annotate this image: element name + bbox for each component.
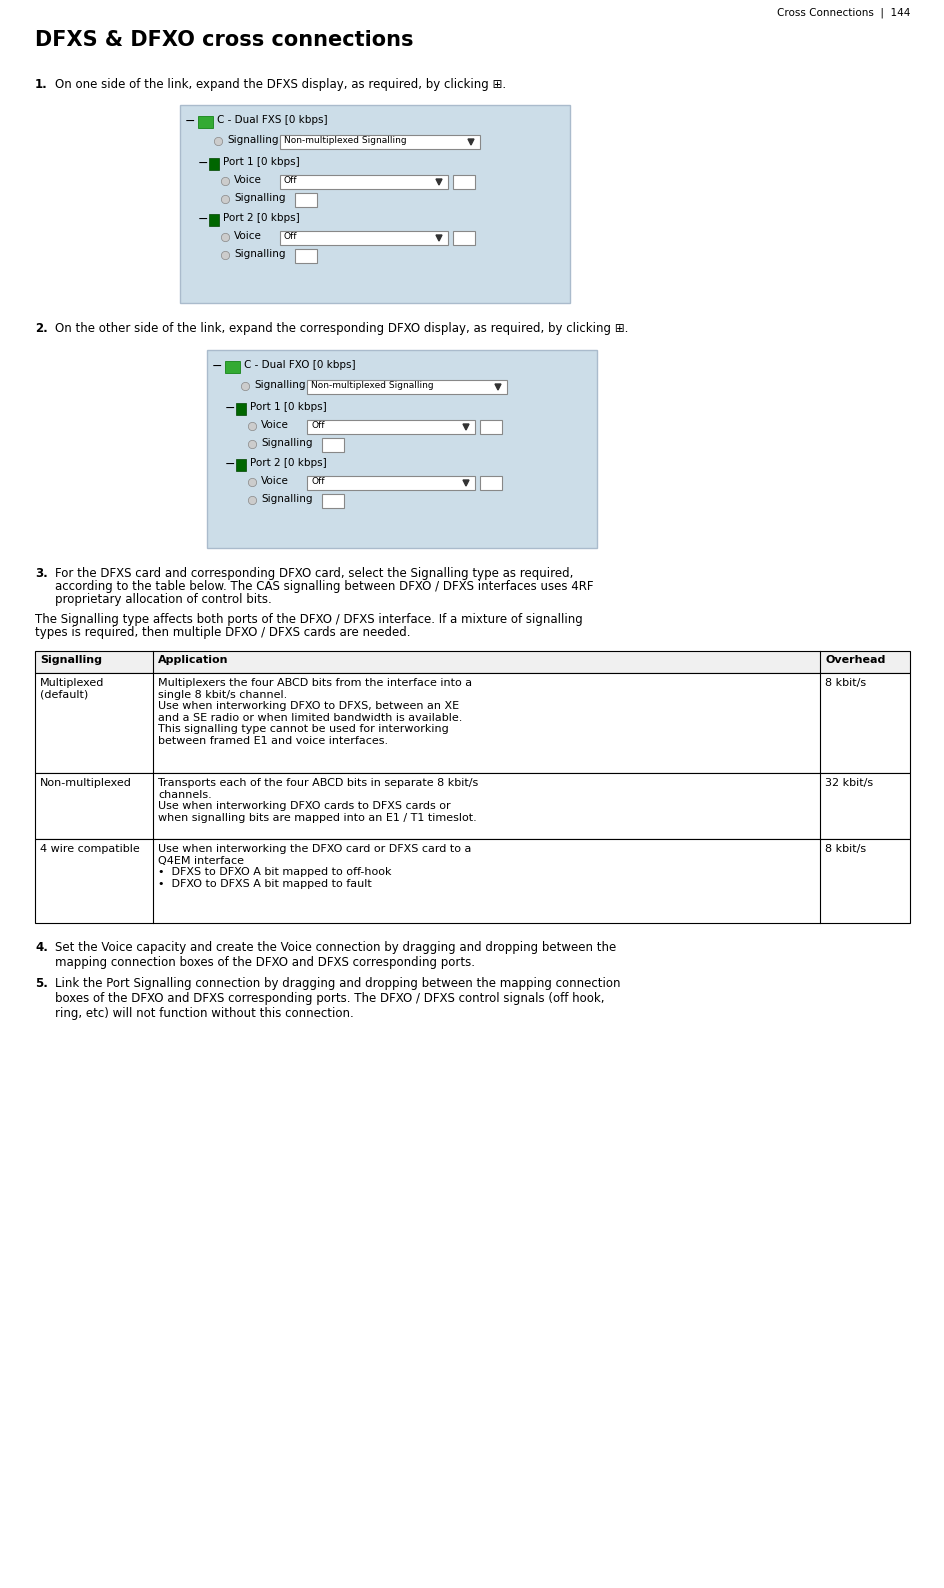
Text: −: −	[198, 157, 209, 170]
Text: Overhead: Overhead	[824, 654, 885, 665]
Text: Non-multiplexed Signalling: Non-multiplexed Signalling	[311, 381, 433, 391]
Text: Application: Application	[158, 654, 228, 665]
Text: 5.: 5.	[35, 977, 48, 989]
Bar	[307, 419, 475, 434]
Text: Cross Connections  |  144: Cross Connections | 144	[776, 8, 909, 19]
Text: Transports each of the four ABCD bits in separate 8 kbit/s
channels.
Use when in: Transports each of the four ABCD bits in…	[158, 778, 478, 823]
Text: Off: Off	[284, 176, 297, 184]
Text: The Signalling type affects both ports of the DFXO / DFXS interface. If a mixtur: The Signalling type affects both ports o…	[35, 613, 582, 626]
Text: Off: Off	[311, 476, 324, 486]
Bar	[35, 673, 909, 773]
Text: types is required, then multiple DFXO / DFXS cards are needed.: types is required, then multiple DFXO / …	[35, 626, 410, 638]
Bar	[179, 105, 569, 303]
Text: 8 kbit/s: 8 kbit/s	[824, 678, 866, 688]
Bar	[35, 838, 909, 923]
Text: Signalling: Signalling	[234, 249, 285, 259]
Polygon shape	[467, 140, 474, 145]
Bar	[207, 349, 597, 548]
Bar	[198, 116, 212, 129]
Text: 3.: 3.	[35, 567, 48, 580]
Text: C - Dual FXO [0 kbps]: C - Dual FXO [0 kbps]	[244, 360, 355, 370]
Polygon shape	[435, 179, 442, 184]
Bar	[322, 494, 344, 508]
Text: Voice: Voice	[234, 230, 261, 241]
Text: Non-multiplexed: Non-multiplexed	[40, 778, 132, 788]
Text: 4.: 4.	[35, 942, 48, 954]
Text: Signalling: Signalling	[40, 654, 102, 665]
Bar	[295, 249, 316, 264]
Bar	[35, 651, 909, 673]
Text: 1.: 1.	[35, 78, 48, 91]
Text: 32 kbit/s: 32 kbit/s	[824, 778, 872, 788]
Text: Signalling: Signalling	[254, 380, 305, 391]
Text: Port 2 [0 kbps]: Port 2 [0 kbps]	[223, 213, 299, 222]
Text: Port 2 [0 kbps]: Port 2 [0 kbps]	[250, 457, 327, 468]
Text: Off: Off	[311, 421, 324, 430]
Text: For the DFXS card and corresponding DFXO card, select the Signalling type as req: For the DFXS card and corresponding DFXO…	[55, 567, 573, 580]
Text: Port 1 [0 kbps]: Port 1 [0 kbps]	[250, 402, 327, 411]
Text: Voice: Voice	[261, 419, 289, 430]
Text: On one side of the link, expand the DFXS display, as required, by clicking ⊞.: On one side of the link, expand the DFXS…	[55, 78, 506, 91]
Text: Non-multiplexed Signalling: Non-multiplexed Signalling	[284, 137, 406, 145]
Text: −: −	[225, 457, 235, 472]
Bar	[279, 135, 480, 149]
Text: 4 wire compatible: 4 wire compatible	[40, 843, 140, 854]
Text: Signalling: Signalling	[261, 438, 312, 448]
Text: DFXS & DFXO cross connections: DFXS & DFXO cross connections	[35, 30, 413, 49]
Bar	[279, 230, 447, 245]
Text: C - Dual FXS [0 kbps]: C - Dual FXS [0 kbps]	[217, 114, 328, 125]
Text: −: −	[185, 114, 195, 129]
Text: Signalling: Signalling	[261, 494, 312, 503]
Text: Set the Voice capacity and create the Voice connection by dragging and dropping : Set the Voice capacity and create the Vo…	[55, 942, 615, 969]
Text: On the other side of the link, expand the corresponding DFXO display, as require: On the other side of the link, expand th…	[55, 322, 628, 335]
Polygon shape	[463, 424, 468, 430]
Bar	[452, 230, 475, 245]
Text: Multiplexed
(default): Multiplexed (default)	[40, 678, 104, 700]
Bar	[279, 175, 447, 189]
Text: Signalling: Signalling	[227, 135, 278, 145]
Bar	[295, 194, 316, 206]
Bar	[480, 476, 501, 491]
Bar	[322, 438, 344, 453]
Text: Signalling: Signalling	[234, 194, 285, 203]
Bar	[480, 419, 501, 434]
Text: Off: Off	[284, 232, 297, 241]
Text: 8 kbit/s: 8 kbit/s	[824, 843, 866, 854]
Text: Multiplexers the four ABCD bits from the interface into a
single 8 kbit/s channe: Multiplexers the four ABCD bits from the…	[158, 678, 472, 746]
Text: Port 1 [0 kbps]: Port 1 [0 kbps]	[223, 157, 299, 167]
Bar	[236, 459, 245, 472]
Text: 2.: 2.	[35, 322, 48, 335]
Bar	[307, 380, 507, 394]
Bar	[452, 175, 475, 189]
Text: −: −	[211, 360, 222, 373]
Text: −: −	[225, 402, 235, 414]
Text: −: −	[198, 213, 209, 225]
Text: Voice: Voice	[261, 476, 289, 486]
Bar	[225, 360, 240, 373]
Polygon shape	[435, 235, 442, 241]
Bar	[209, 214, 219, 225]
Text: according to the table below. The CAS signalling between DFXO / DFXS interfaces : according to the table below. The CAS si…	[55, 580, 593, 592]
Bar	[209, 157, 219, 170]
Bar	[35, 773, 909, 838]
Text: proprietary allocation of control bits.: proprietary allocation of control bits.	[55, 592, 272, 607]
Text: Link the Port Signalling connection by dragging and dropping between the mapping: Link the Port Signalling connection by d…	[55, 977, 620, 1019]
Bar	[307, 476, 475, 491]
Polygon shape	[463, 480, 468, 486]
Text: Voice: Voice	[234, 175, 261, 184]
Bar	[236, 403, 245, 414]
Text: Use when interworking the DFXO card or DFXS card to a
Q4EM interface
•  DFXS to : Use when interworking the DFXO card or D…	[158, 843, 471, 889]
Polygon shape	[495, 384, 500, 391]
